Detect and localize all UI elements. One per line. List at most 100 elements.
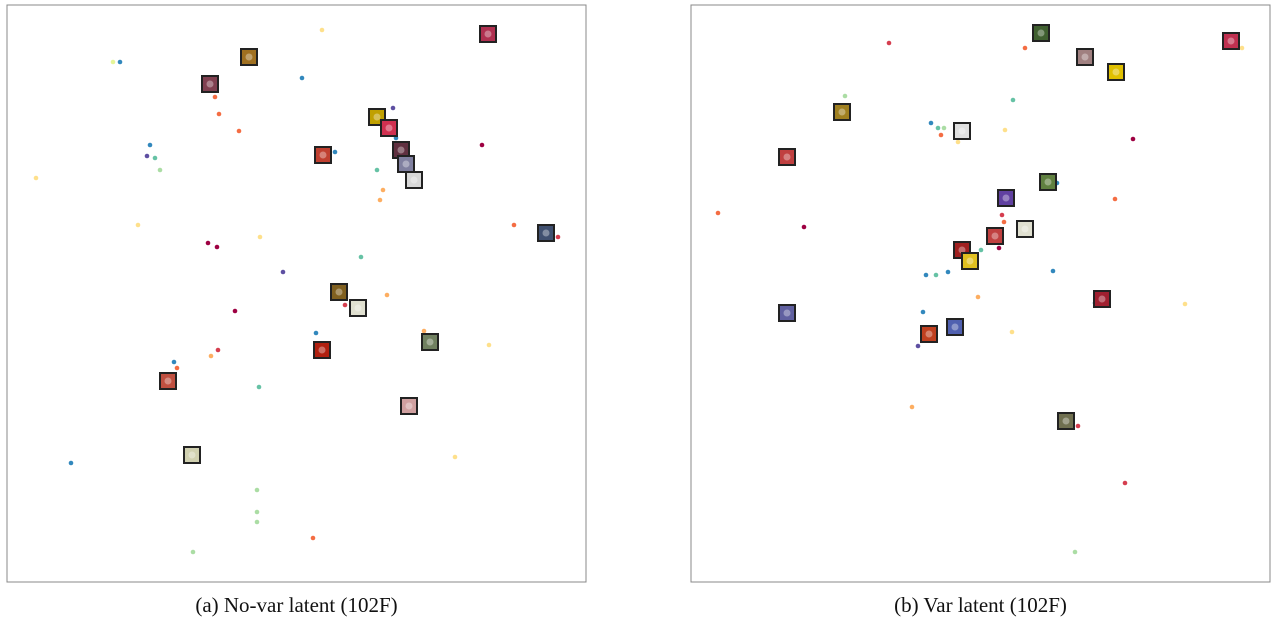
point — [1113, 197, 1118, 202]
point — [910, 405, 915, 410]
point — [976, 295, 981, 300]
point — [206, 241, 211, 246]
point — [175, 366, 180, 371]
thumbnail-flower — [427, 339, 434, 346]
thumbnail-flower — [784, 310, 791, 317]
thumbnail-flower — [1113, 69, 1120, 76]
point — [1183, 302, 1188, 307]
point — [343, 303, 348, 308]
point — [391, 106, 396, 111]
point — [209, 354, 214, 359]
point — [158, 168, 163, 173]
point — [512, 223, 517, 228]
thumbnail-flower — [398, 147, 405, 154]
thumbnail-flower — [1003, 195, 1010, 202]
thumbnail-flower — [165, 378, 172, 385]
point — [934, 273, 939, 278]
thumbnail-flower — [386, 125, 393, 132]
point — [375, 168, 380, 173]
point — [1073, 550, 1078, 555]
thumbnail-flower — [485, 31, 492, 38]
point — [118, 60, 123, 65]
caption: (a) No-var latent (102F) — [195, 593, 397, 617]
point — [487, 343, 492, 348]
point — [233, 309, 238, 314]
point — [111, 60, 116, 65]
figure: (a) No-var latent (102F) (b) Var latent (… — [0, 0, 1276, 623]
point — [929, 121, 934, 126]
thumbnail-flower — [336, 289, 343, 296]
point — [802, 225, 807, 230]
point — [320, 28, 325, 33]
point — [1023, 46, 1028, 51]
point — [1240, 46, 1245, 51]
thumbnail-flower — [374, 114, 381, 121]
point — [385, 293, 390, 298]
point — [1002, 220, 1007, 225]
point — [153, 156, 158, 161]
point — [1000, 213, 1005, 218]
point — [145, 154, 150, 159]
point — [716, 211, 721, 216]
point — [215, 245, 220, 250]
point — [34, 176, 39, 181]
point — [556, 235, 561, 240]
point — [1010, 330, 1015, 335]
point — [311, 536, 316, 541]
point — [300, 76, 305, 81]
thumbnail-flower — [406, 403, 413, 410]
thumbnail-flower — [319, 347, 326, 354]
thumbnail-flower — [1228, 38, 1235, 45]
point — [172, 360, 177, 365]
point — [916, 344, 921, 349]
point — [148, 143, 153, 148]
point — [924, 273, 929, 278]
point — [921, 310, 926, 315]
point — [359, 255, 364, 260]
point — [381, 188, 386, 193]
point — [378, 198, 383, 203]
point — [946, 270, 951, 275]
point — [1076, 424, 1081, 429]
thumbnail-flower — [403, 161, 410, 168]
thumbnail-flower — [1063, 418, 1070, 425]
point — [1011, 98, 1016, 103]
point — [480, 143, 485, 148]
point — [191, 550, 196, 555]
thumbnail-flower — [926, 331, 933, 338]
thumbnail-flower — [246, 54, 253, 61]
thumbnail-flower — [543, 230, 550, 237]
point — [255, 510, 260, 515]
point — [422, 329, 427, 334]
thumbnail-flower — [1099, 296, 1106, 303]
point — [257, 385, 262, 390]
point — [997, 246, 1002, 251]
point — [216, 348, 221, 353]
point — [255, 520, 260, 525]
thumbnail-flower — [189, 452, 196, 459]
point — [1131, 137, 1136, 142]
thumbnail-flower — [952, 324, 959, 331]
point — [237, 129, 242, 134]
thumbnail-flower — [784, 154, 791, 161]
point — [213, 95, 218, 100]
point — [1051, 269, 1056, 274]
point — [1123, 481, 1128, 486]
thumbnail-flower — [1038, 30, 1045, 37]
thumbnail-flower — [992, 233, 999, 240]
thumbnail-flower — [207, 81, 214, 88]
point — [843, 94, 848, 99]
thumbnail-flower — [959, 128, 966, 135]
thumbnail-flower — [355, 305, 362, 312]
point — [942, 126, 947, 131]
plot-frame — [7, 5, 586, 582]
thumbnail-flower — [839, 109, 846, 116]
point — [453, 455, 458, 460]
caption: (b) Var latent (102F) — [894, 593, 1067, 617]
point — [217, 112, 222, 117]
point — [69, 461, 74, 466]
point — [939, 133, 944, 138]
point — [333, 150, 338, 155]
point — [1003, 128, 1008, 133]
point — [136, 223, 141, 228]
